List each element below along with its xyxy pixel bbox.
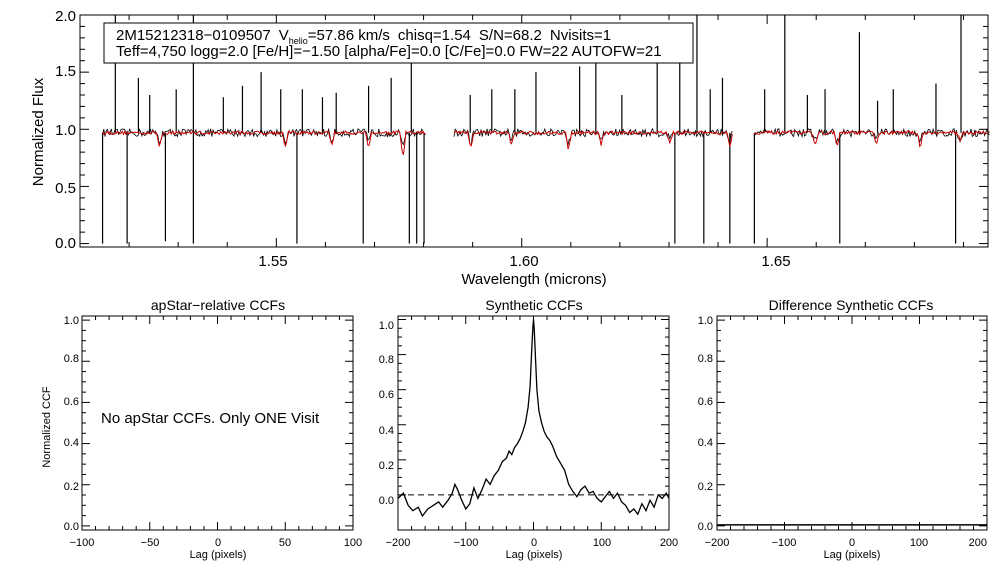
synthetic-y-tick-label: 0.2 bbox=[379, 460, 394, 472]
spectrum-info-box: 2M15212318−0109507 Vhelio=57.86 km/s chisq… bbox=[103, 22, 694, 64]
synthetic-spectrum-line bbox=[102, 130, 426, 155]
observed-spectrum-series bbox=[101, 15, 990, 244]
synthetic-y-tick-label: 0.0 bbox=[379, 495, 394, 507]
spectrum-x-tick-label: 1.60 bbox=[509, 253, 538, 270]
apstar-y-tick-label: 0.4 bbox=[64, 437, 79, 449]
apstar-y-tick-label: 0.6 bbox=[64, 396, 79, 408]
apstar-x-tick-label: −100 bbox=[70, 537, 95, 549]
synthetic-x-tick-label: 100 bbox=[593, 537, 611, 549]
difference-x-tick-label: −100 bbox=[772, 537, 797, 549]
synthetic-x-tick-label: 200 bbox=[660, 537, 678, 549]
apstar-y-tick-label: 0.2 bbox=[64, 481, 79, 493]
spectrum-x-ticks bbox=[79, 15, 964, 247]
synthetic-frame bbox=[397, 315, 670, 531]
apstar-y-tick-label: 1.0 bbox=[64, 315, 79, 327]
apstar-ticks bbox=[81, 316, 354, 530]
info-line-1: 2M15212318−0109507 Vhelio=57.86 km/s chisq… bbox=[116, 27, 611, 46]
velocity-value: =57.86 km/s bbox=[308, 27, 390, 44]
spectrum-x-axis-title: Wavelength (microns) bbox=[461, 271, 606, 288]
difference-frame bbox=[716, 315, 988, 531]
synthetic-y-tick-label: 0.4 bbox=[379, 425, 394, 437]
apstar-x-tick-label: 100 bbox=[344, 537, 362, 549]
spectrum-y-axis-title: Normalized Flux bbox=[30, 77, 47, 186]
observed-spectrum-line bbox=[754, 127, 990, 144]
synthetic-x-axis-title: Lag (pixels) bbox=[506, 549, 563, 561]
snr-value: S/N=68.2 bbox=[479, 27, 542, 44]
synthetic-spectrum-line bbox=[453, 129, 733, 150]
synthetic-x-tick-label: −100 bbox=[454, 537, 479, 549]
object-id: 2M15212318−0109507 bbox=[116, 27, 271, 44]
apstar-x-tick-label: 0 bbox=[215, 537, 221, 549]
difference-x-axis-title: Lag (pixels) bbox=[824, 549, 881, 561]
difference-y-tick-label: 0.4 bbox=[698, 437, 713, 449]
apstar-y-tick-label: 0.8 bbox=[64, 353, 79, 365]
synthetic-spectrum-line bbox=[754, 129, 990, 148]
synthetic-ticks bbox=[397, 316, 670, 530]
difference-ccf-panel: Difference Synthetic CCFs −200 −100 0 10… bbox=[698, 297, 988, 561]
spectrum-x-tick-label: 1.55 bbox=[258, 253, 287, 270]
synthetic-title: Synthetic CCFs bbox=[485, 297, 582, 313]
difference-x-tick-label: −200 bbox=[705, 537, 730, 549]
synthetic-ccf-series bbox=[397, 319, 670, 518]
velocity-subscript: helio bbox=[289, 36, 308, 46]
synthetic-ccf-panel: Synthetic CCFs −200 −100 0 100 200 0.0 0… bbox=[379, 297, 678, 561]
apstar-x-tick-label: −50 bbox=[141, 537, 160, 549]
spectrum-y-tick-label: 1.0 bbox=[55, 122, 76, 139]
spectrum-panel: 1.55 1.60 1.65 0.0 0.5 1.0 1.5 2.0 Wavel… bbox=[30, 8, 990, 288]
spectrum-x-tick-label: 1.65 bbox=[761, 253, 790, 270]
nvisits-value: Nvisits=1 bbox=[550, 27, 611, 44]
synthetic-x-tick-label: 0 bbox=[531, 537, 537, 549]
observed-spectrum-line bbox=[102, 127, 426, 146]
difference-y-tick-label: 0.0 bbox=[698, 521, 713, 533]
info-box-frame bbox=[103, 22, 694, 64]
synthetic-y-tick-label: 1.0 bbox=[379, 320, 394, 332]
observed-spectrum-line bbox=[453, 127, 733, 147]
difference-y-tick-label: 1.0 bbox=[698, 315, 713, 327]
apstar-x-tick-label: 50 bbox=[279, 537, 291, 549]
info-line-2: Teff=4,750 logg=2.0 [Fe/H]=−1.50 [alpha/… bbox=[116, 43, 662, 60]
spectrum-y-tick-label: 2.0 bbox=[55, 8, 76, 25]
apstar-y-axis-title: Normalized CCF bbox=[41, 386, 53, 468]
synthetic-x-tick-label: −200 bbox=[386, 537, 411, 549]
apstar-no-data-message: No apStar CCFs. Only ONE Visit bbox=[101, 410, 320, 427]
difference-y-tick-label: 0.6 bbox=[698, 396, 713, 408]
spectrum-y-tick-label: 0.5 bbox=[55, 180, 76, 197]
chisq-value: chisq=1.54 bbox=[398, 27, 471, 44]
velocity-symbol: V bbox=[279, 27, 289, 44]
spectrum-frame bbox=[79, 14, 989, 248]
difference-y-tick-label: 0.8 bbox=[698, 353, 713, 365]
spectrum-y-tick-label: 0.0 bbox=[55, 235, 76, 252]
spectrum-y-tick-label: 1.5 bbox=[55, 63, 76, 80]
synthetic-y-tick-label: 0.6 bbox=[379, 389, 394, 401]
apstar-ccf-panel: apStar−relative CCFs No apStar CCFs. Onl… bbox=[41, 297, 362, 561]
synthetic-y-tick-label: 0.8 bbox=[379, 354, 394, 366]
difference-x-tick-label: 0 bbox=[849, 537, 855, 549]
apstar-y-tick-label: 0.0 bbox=[64, 521, 79, 533]
spectrum-y-ticks bbox=[80, 14, 988, 245]
apstar-x-axis-title: Lag (pixels) bbox=[190, 549, 247, 561]
difference-ticks bbox=[716, 316, 988, 530]
apstar-title: apStar−relative CCFs bbox=[151, 297, 285, 313]
synthetic-spectrum-series bbox=[102, 129, 990, 155]
difference-title: Difference Synthetic CCFs bbox=[769, 297, 934, 313]
difference-x-tick-label: 200 bbox=[969, 537, 987, 549]
difference-y-tick-label: 0.2 bbox=[698, 481, 713, 493]
synthetic-ccf-line bbox=[397, 319, 670, 518]
difference-x-tick-label: 100 bbox=[910, 537, 928, 549]
